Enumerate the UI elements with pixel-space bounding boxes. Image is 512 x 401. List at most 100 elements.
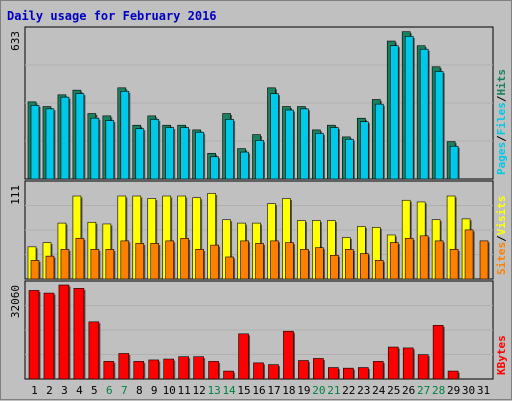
bar-sites xyxy=(330,254,339,280)
bar-files xyxy=(315,133,324,180)
bar-sites xyxy=(419,235,429,280)
bar-files xyxy=(300,108,309,180)
bar-sites xyxy=(105,249,115,280)
bar-sites xyxy=(479,240,489,280)
bar-files xyxy=(359,121,369,180)
bar-kbytes xyxy=(223,370,234,380)
bar-sites xyxy=(240,240,249,280)
bar-kbytes xyxy=(313,358,324,380)
bar-sites xyxy=(75,238,85,280)
kbytes-panel-ymax-label: 32060 xyxy=(9,285,22,318)
legend-entry: Sites xyxy=(495,242,508,275)
x-tick-label: 4 xyxy=(76,384,83,397)
kbytes-panel-legend: KBytes xyxy=(495,335,508,375)
bar-files xyxy=(374,103,384,180)
bar-sites xyxy=(135,243,145,280)
x-tick-label: 23 xyxy=(357,384,370,397)
bar-files xyxy=(135,128,145,180)
bar-files xyxy=(240,151,249,180)
x-tick-label: 10 xyxy=(163,384,176,397)
bar-kbytes xyxy=(178,356,189,380)
bar-kbytes xyxy=(253,362,264,380)
bar-sites xyxy=(195,249,204,280)
bar-files xyxy=(195,131,204,180)
bar-files xyxy=(404,36,414,180)
bar-files xyxy=(30,105,40,180)
chart-title: Daily usage for February 2016 xyxy=(7,9,217,23)
x-tick-label: 18 xyxy=(282,384,295,397)
bar-kbytes xyxy=(43,292,55,380)
x-tick-label: 19 xyxy=(297,384,310,397)
bar-kbytes xyxy=(387,346,399,380)
bar-files xyxy=(225,119,234,180)
x-tick-label: 16 xyxy=(252,384,265,397)
bar-sites xyxy=(270,240,279,280)
bar-sites xyxy=(60,249,70,280)
bar-kbytes xyxy=(163,358,175,380)
bar-files xyxy=(285,109,294,180)
x-tick-label: 7 xyxy=(121,384,128,397)
legend-entry: KBytes xyxy=(495,335,508,375)
legend-entry: / xyxy=(495,95,508,102)
x-tick-label: 12 xyxy=(193,384,206,397)
bar-files xyxy=(165,127,175,180)
bar-sites xyxy=(45,255,55,280)
bar-kbytes xyxy=(417,354,429,380)
x-tick-label: 14 xyxy=(222,384,236,397)
legend-entry: / xyxy=(495,235,508,242)
x-tick-label: 27 xyxy=(417,384,430,397)
x-tick-label: 15 xyxy=(237,384,250,397)
bar-files xyxy=(345,138,354,180)
bar-files xyxy=(255,140,264,180)
legend-entry: Files xyxy=(495,102,508,135)
x-tick-label: 28 xyxy=(432,384,445,397)
hits-files-panel-legend: Pages/Files/Hits xyxy=(495,69,508,175)
bar-kbytes xyxy=(58,284,70,380)
bar-sites xyxy=(404,238,414,280)
bar-kbytes xyxy=(28,290,40,380)
bar-kbytes xyxy=(88,321,100,380)
bar-files xyxy=(210,156,219,180)
x-tick-label: 13 xyxy=(207,384,220,397)
bar-sites xyxy=(255,243,264,280)
bar-files xyxy=(75,93,85,180)
bar-sites xyxy=(315,247,324,280)
bar-files xyxy=(270,93,279,180)
bar-sites xyxy=(389,242,399,280)
bar-files xyxy=(105,120,115,180)
x-tick-label: 20 xyxy=(312,384,325,397)
bar-files xyxy=(419,48,429,180)
bar-kbytes xyxy=(148,359,160,380)
bar-sites xyxy=(90,249,100,280)
bar-sites xyxy=(374,260,384,280)
x-tick-label: 31 xyxy=(477,384,490,397)
bar-kbytes xyxy=(238,333,249,380)
bar-sites xyxy=(285,242,294,280)
x-tick-label: 6 xyxy=(106,384,113,397)
bar-kbytes xyxy=(402,347,414,380)
x-tick-label: 17 xyxy=(267,384,280,397)
bar-sites xyxy=(464,229,474,280)
x-tick-label: 8 xyxy=(136,384,143,397)
x-tick-label: 11 xyxy=(178,384,191,397)
x-tick-label: 5 xyxy=(91,384,98,397)
x-tick-label: 29 xyxy=(447,384,460,397)
bar-kbytes xyxy=(343,367,354,380)
legend-entry: Visits xyxy=(495,196,508,236)
bar-kbytes xyxy=(103,361,115,380)
bar-sites xyxy=(300,249,309,280)
bar-kbytes xyxy=(193,356,204,380)
bar-files xyxy=(60,96,70,180)
bar-sites xyxy=(165,240,175,280)
bar-sites xyxy=(30,260,40,280)
legend-entry: / xyxy=(495,135,508,142)
bar-sites xyxy=(225,256,234,280)
bar-files xyxy=(389,45,399,180)
bar-kbytes xyxy=(328,367,339,380)
legend-entry: Pages xyxy=(495,142,508,175)
bar-sites xyxy=(359,253,369,280)
bar-kbytes xyxy=(208,361,219,380)
bar-kbytes xyxy=(268,364,279,380)
bar-sites xyxy=(120,240,130,280)
